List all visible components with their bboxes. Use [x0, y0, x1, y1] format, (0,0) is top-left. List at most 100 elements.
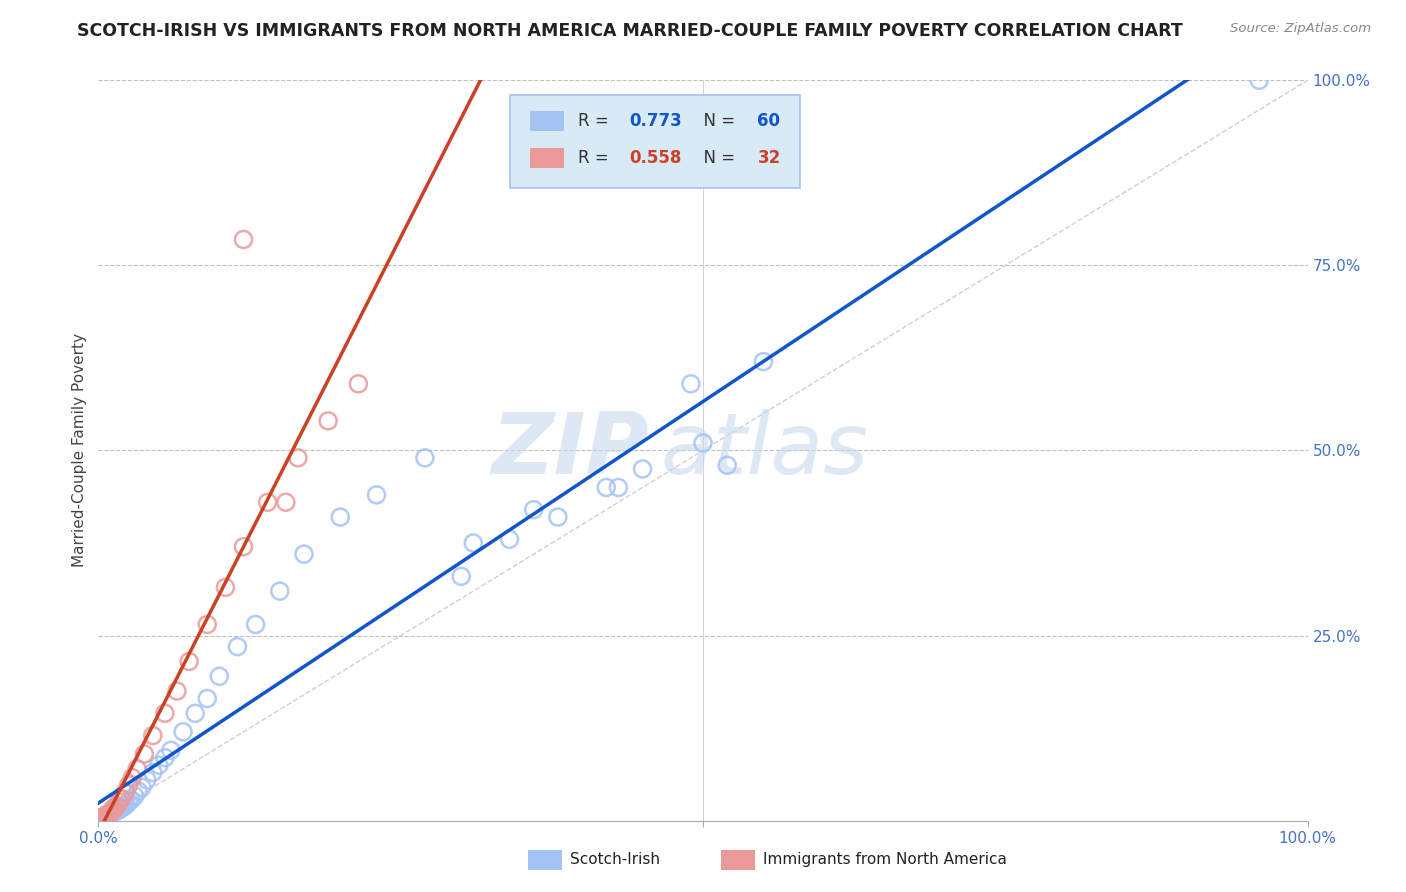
Point [184, 706, 207, 721]
FancyBboxPatch shape [530, 111, 564, 131]
Point [463, 536, 485, 550]
Point [93, 811, 115, 825]
Point [274, 495, 297, 509]
Point [148, 758, 170, 772]
Text: R =: R = [578, 112, 614, 130]
Point [114, 785, 136, 799]
Point [96, 809, 118, 823]
Point [91, 811, 114, 825]
Point [108, 795, 131, 809]
Point [127, 762, 149, 776]
Point [97, 808, 120, 822]
Point [98, 806, 121, 821]
Text: Scotch-Irish: Scotch-Irish [569, 852, 659, 867]
Point [103, 801, 125, 815]
Point [716, 458, 738, 473]
FancyBboxPatch shape [530, 148, 564, 169]
Point [523, 502, 546, 516]
Point [498, 533, 520, 547]
Text: N =: N = [693, 149, 741, 167]
Text: atlas: atlas [661, 409, 869, 492]
Point [100, 806, 122, 821]
Point [316, 414, 339, 428]
Point [195, 691, 218, 706]
Point [108, 802, 131, 816]
Point [450, 569, 472, 583]
Point [153, 750, 176, 764]
Point [104, 804, 127, 818]
Point [142, 765, 165, 780]
Point [226, 640, 249, 654]
Point [595, 480, 617, 494]
Point [329, 510, 352, 524]
Point [110, 801, 132, 815]
Point [96, 808, 118, 822]
Point [142, 729, 165, 743]
Text: SCOTCH-IRISH VS IMMIGRANTS FROM NORTH AMERICA MARRIED-COUPLE FAMILY POVERTY CORR: SCOTCH-IRISH VS IMMIGRANTS FROM NORTH AM… [77, 22, 1182, 40]
Point [631, 462, 654, 476]
Point [292, 547, 315, 561]
FancyBboxPatch shape [527, 849, 561, 871]
Point [107, 803, 129, 817]
Point [166, 684, 188, 698]
Point [110, 791, 132, 805]
Point [100, 807, 122, 822]
Text: 0.558: 0.558 [630, 149, 682, 167]
Point [269, 584, 291, 599]
Point [752, 354, 775, 368]
Point [100, 804, 122, 818]
Point [607, 480, 630, 494]
Point [115, 797, 138, 812]
Point [413, 450, 436, 465]
Point [97, 807, 120, 822]
Text: ZIP: ZIP [491, 409, 648, 492]
Point [127, 784, 149, 798]
Point [131, 780, 153, 795]
Point [96, 807, 118, 822]
Point [172, 724, 194, 739]
Point [108, 803, 131, 817]
FancyBboxPatch shape [721, 849, 755, 871]
Point [160, 743, 183, 757]
Point [100, 805, 122, 820]
Point [124, 789, 146, 804]
Point [91, 812, 114, 826]
Point [366, 488, 388, 502]
Point [179, 655, 201, 669]
Point [105, 804, 128, 818]
Point [195, 617, 218, 632]
Point [101, 805, 124, 820]
Point [103, 805, 125, 819]
Point [118, 795, 141, 809]
Text: Immigrants from North America: Immigrants from North America [763, 852, 1007, 867]
Point [101, 803, 124, 817]
Point [1249, 73, 1271, 87]
Point [98, 807, 121, 822]
Point [93, 809, 115, 823]
Point [214, 581, 236, 595]
Point [93, 810, 115, 824]
Point [90, 812, 112, 826]
Point [100, 806, 122, 821]
FancyBboxPatch shape [509, 95, 800, 187]
Point [120, 793, 142, 807]
Point [112, 799, 135, 814]
Point [118, 778, 141, 792]
Point [287, 450, 309, 465]
Point [208, 669, 231, 683]
Point [91, 811, 114, 825]
Text: 0.773: 0.773 [630, 112, 682, 130]
Y-axis label: Married-Couple Family Poverty: Married-Couple Family Poverty [72, 334, 87, 567]
Point [105, 798, 128, 813]
Point [135, 772, 157, 787]
Point [94, 808, 117, 822]
Point [97, 807, 120, 822]
Point [111, 800, 134, 814]
Text: 32: 32 [758, 149, 780, 167]
Point [153, 706, 176, 721]
Point [114, 798, 136, 813]
Point [90, 812, 112, 826]
Point [256, 495, 278, 509]
Text: Source: ZipAtlas.com: Source: ZipAtlas.com [1230, 22, 1371, 36]
Point [232, 540, 254, 554]
